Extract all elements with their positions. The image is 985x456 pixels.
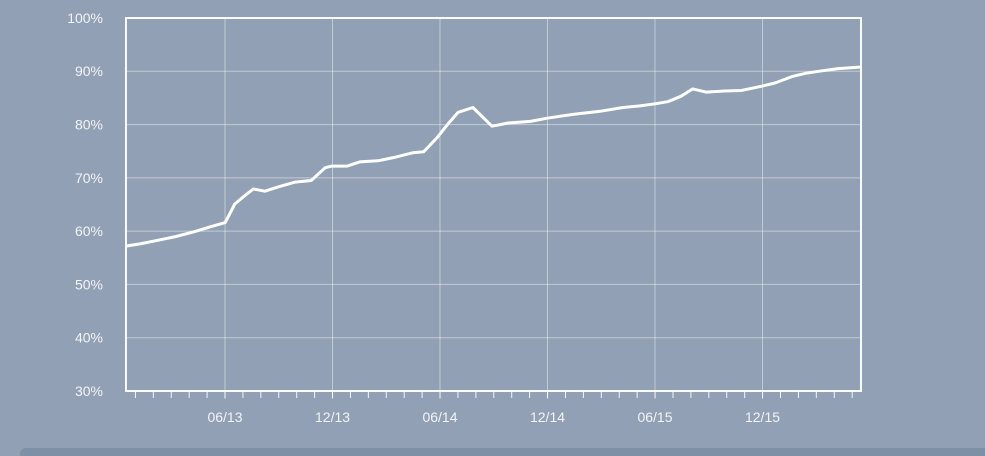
y-axis-label: 50% [75,276,103,292]
axis-ticks [134,391,853,398]
y-axis-label: 30% [75,383,103,399]
y-axis-label: 100% [67,10,103,26]
bottom-panel-top-edge [20,448,985,456]
x-axis-label: 12/13 [315,409,350,425]
x-axis-label: 12/15 [745,409,780,425]
y-axis-label: 60% [75,223,103,239]
x-axis-label: 06/14 [422,409,457,425]
y-axis-label: 40% [75,330,103,346]
x-axis-label: 12/14 [530,409,565,425]
x-axis-label: 06/15 [637,409,672,425]
y-axis-label: 80% [75,116,103,132]
y-axis-label: 90% [75,63,103,79]
x-axis-label: 06/13 [207,409,242,425]
x-axis-labels: 06/13 12/13 06/14 12/14 06/15 12/15 [207,409,780,425]
plot-frame [125,17,862,392]
y-axis-label: 70% [75,170,103,186]
data-line [125,65,862,248]
y-axis-labels: 100% 90% 80% 70% 60% 50% 40% 30% [67,10,103,399]
